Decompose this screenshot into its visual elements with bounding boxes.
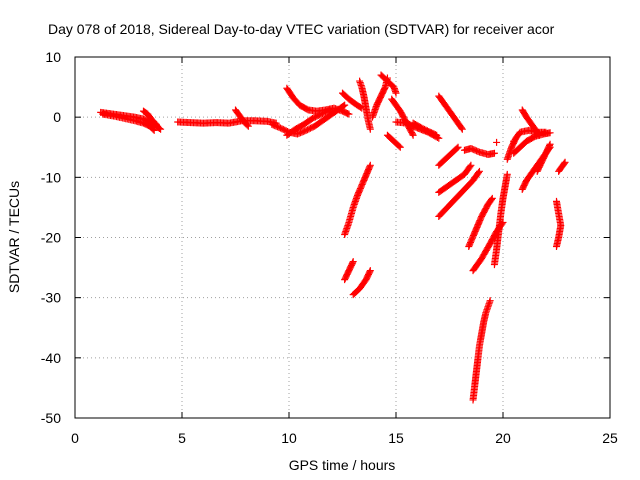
data-point <box>349 258 357 266</box>
data-point <box>152 120 160 128</box>
x-tick-label: 5 <box>178 430 186 446</box>
data-point <box>157 125 165 133</box>
data-point <box>493 138 501 146</box>
x-tick-label: 20 <box>495 430 511 446</box>
data-point <box>408 130 416 138</box>
data-point <box>149 125 157 133</box>
data-point <box>324 107 332 115</box>
data-point <box>561 158 569 166</box>
data-point <box>349 259 357 267</box>
y-tick-label: -10 <box>41 169 61 185</box>
x-axis-title: GPS time / hours <box>289 457 396 473</box>
chart-title: Day 078 of 2018, Sidereal Day-to-day VTE… <box>48 21 555 37</box>
data-point <box>503 170 511 178</box>
data-point <box>457 124 465 132</box>
data-point <box>510 137 518 145</box>
data-point <box>467 161 475 169</box>
data-point <box>366 267 374 275</box>
data-point <box>344 110 352 118</box>
data-point <box>453 144 461 152</box>
data-point <box>487 196 495 204</box>
data-point <box>433 131 441 139</box>
x-tick-label: 15 <box>388 430 404 446</box>
y-axis-title: SDTVAR / TECUs <box>6 181 22 293</box>
data-point <box>431 131 439 139</box>
data-point <box>366 161 374 169</box>
data-point <box>560 159 568 167</box>
data-point <box>345 110 353 118</box>
data-point <box>340 102 348 110</box>
data-point <box>486 297 494 305</box>
data-point <box>396 143 404 151</box>
data-point <box>366 125 374 133</box>
data-point <box>366 268 374 276</box>
data-point <box>475 167 483 175</box>
data-point <box>553 243 560 251</box>
data-point <box>151 119 159 127</box>
data-point <box>475 169 483 177</box>
data-point <box>488 194 496 202</box>
data-point <box>546 140 554 148</box>
y-tick-label: 0 <box>53 109 61 125</box>
y-tick-label: -20 <box>41 230 61 246</box>
plot-frame <box>74 56 611 419</box>
x-tick-label: 10 <box>281 430 297 446</box>
data-point <box>156 124 164 132</box>
data-point <box>243 121 251 129</box>
data-point <box>356 103 364 111</box>
data-point <box>454 143 462 151</box>
y-tick-label: 10 <box>45 49 61 65</box>
grid <box>75 57 610 418</box>
x-tick-label: 0 <box>71 430 79 446</box>
data-point <box>409 131 417 139</box>
data-point <box>392 89 400 97</box>
data-points <box>97 71 569 404</box>
data-point <box>535 130 543 138</box>
y-tick-label: -40 <box>41 350 61 366</box>
y-tick-label: -30 <box>41 290 61 306</box>
data-point <box>490 149 498 157</box>
data-point <box>546 129 554 137</box>
data-point <box>395 142 403 150</box>
data-point <box>535 131 543 139</box>
x-tick-label: 25 <box>602 430 618 446</box>
data-point <box>458 125 466 133</box>
data-point <box>341 101 349 109</box>
data-point <box>150 126 158 134</box>
data-point <box>244 122 252 130</box>
y-tick-label: -50 <box>41 410 61 426</box>
data-point <box>466 163 474 171</box>
tick-labels: 0 5 10 15 20 25 -50 -40 -30 -20 -10 0 10 <box>41 49 618 446</box>
data-point <box>326 106 334 114</box>
data-point <box>545 142 553 150</box>
